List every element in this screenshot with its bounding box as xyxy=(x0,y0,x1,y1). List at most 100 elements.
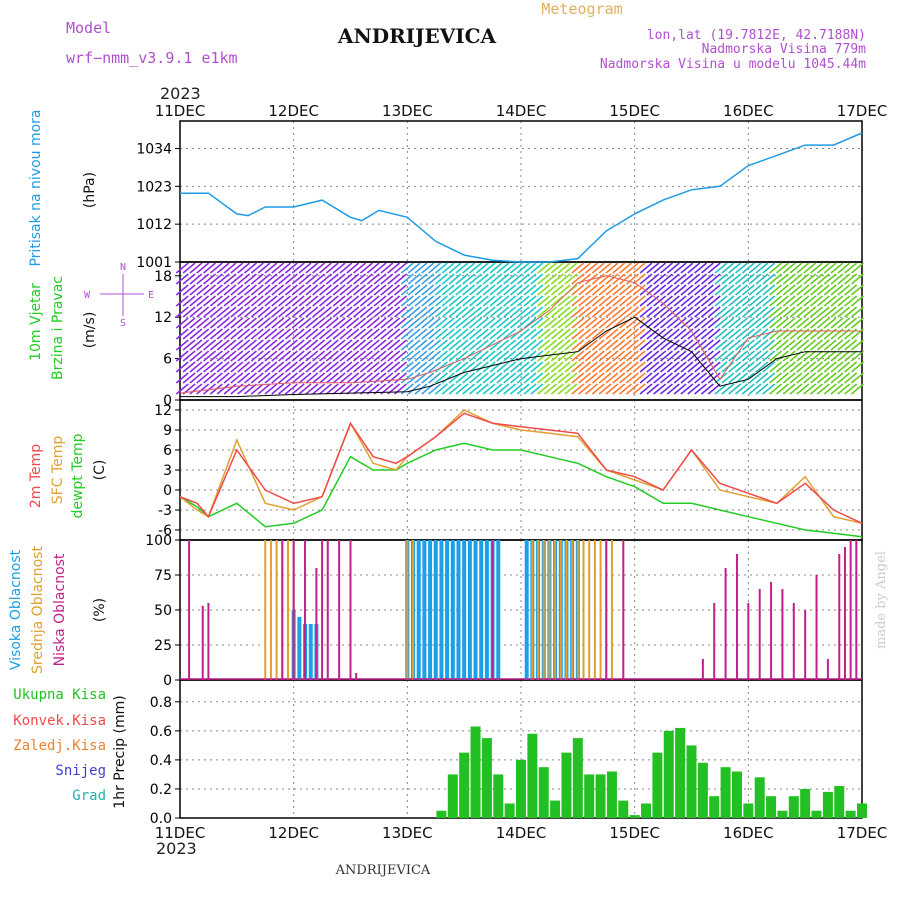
wind-barb xyxy=(230,273,244,285)
wind-barb xyxy=(537,306,551,318)
wind-barb xyxy=(728,383,742,395)
wind-barb xyxy=(387,306,401,318)
wind-barb xyxy=(462,273,476,285)
wind-barb xyxy=(400,372,414,384)
wind-barb xyxy=(496,328,510,340)
wind-barb xyxy=(680,361,694,373)
wind-barb xyxy=(182,273,196,285)
wind-barb xyxy=(489,262,503,274)
wind-barb xyxy=(687,295,701,307)
wind-barb xyxy=(353,317,367,329)
wind-barb xyxy=(632,262,646,274)
wind-barb xyxy=(537,284,551,296)
wind-barb xyxy=(714,273,728,285)
wind-barb xyxy=(394,350,408,362)
wind-barb xyxy=(557,273,571,285)
wind-barb xyxy=(673,306,687,318)
wind-barb xyxy=(639,306,653,318)
wind-barb xyxy=(557,383,571,395)
wind-barb xyxy=(530,273,544,285)
wind-barb xyxy=(271,328,285,340)
wind-barb xyxy=(612,328,626,340)
wind-barb xyxy=(359,328,373,340)
wind-barb xyxy=(264,350,278,362)
wind-barb xyxy=(209,328,223,340)
wind-barb xyxy=(700,306,714,318)
wind-barb xyxy=(564,317,578,329)
wind-barb xyxy=(516,317,530,329)
wind-barb xyxy=(359,284,373,296)
wind-barb xyxy=(721,328,735,340)
wind-barb xyxy=(735,284,749,296)
wind-barb xyxy=(537,262,551,274)
wind-barb xyxy=(550,262,564,274)
wind-barb xyxy=(537,383,551,395)
wind-barb xyxy=(400,295,414,307)
wind-barb xyxy=(434,295,448,307)
wind-barb xyxy=(243,284,257,296)
wind-barb xyxy=(666,317,680,329)
wind-barb xyxy=(632,350,646,362)
wind-barb xyxy=(653,284,667,296)
wind-barb xyxy=(196,262,210,274)
low-cloud-bar xyxy=(326,540,329,680)
wind-barb xyxy=(230,339,244,351)
wind-barb xyxy=(850,383,864,395)
wind-barb xyxy=(312,273,326,285)
wind-barb xyxy=(687,306,701,318)
wind-barb xyxy=(632,339,646,351)
wind-barb xyxy=(850,350,864,362)
wind-barb xyxy=(748,262,762,274)
wind-barb xyxy=(584,317,598,329)
wind-barb xyxy=(271,350,285,362)
wind-barb xyxy=(305,284,319,296)
wind-barb xyxy=(755,339,769,351)
wind-barb xyxy=(373,284,387,296)
wind-barb xyxy=(844,306,858,318)
wind-barb xyxy=(591,350,605,362)
wind-barb xyxy=(728,262,742,274)
y-tick-label: 1012 xyxy=(136,217,172,233)
wind-barb xyxy=(721,295,735,307)
wind-barb xyxy=(748,339,762,351)
wind-barb xyxy=(687,361,701,373)
wind-barb xyxy=(400,284,414,296)
wind-barb xyxy=(189,262,203,274)
wind-barb xyxy=(373,262,387,274)
wind-barb xyxy=(394,372,408,384)
mid-cloud-bar xyxy=(576,540,579,680)
wind-barb xyxy=(646,273,660,285)
wind-barb xyxy=(653,339,667,351)
wind-barb xyxy=(475,372,489,384)
wind-barb xyxy=(209,262,223,274)
wind-barb xyxy=(810,372,824,384)
wind-barb xyxy=(700,262,714,274)
y-tick-label: 18 xyxy=(154,269,172,285)
wind-barb xyxy=(243,383,257,395)
wind-barb xyxy=(850,339,864,351)
wind-barb xyxy=(318,317,333,329)
wind-barb xyxy=(332,361,346,373)
wind-barb xyxy=(789,317,803,329)
wind-barb xyxy=(530,383,544,395)
wind-barb xyxy=(584,361,598,373)
wind-ylabel-1: 10m Vjetar xyxy=(28,283,44,361)
wind-barb xyxy=(625,328,639,340)
wind-barb xyxy=(175,339,189,351)
wind-barb xyxy=(318,262,333,274)
wind-barb xyxy=(441,273,455,285)
high-cloud-bar xyxy=(496,540,501,680)
wind-barb xyxy=(653,361,667,373)
wind-barb xyxy=(837,339,851,351)
low-cloud-bar xyxy=(792,603,795,680)
wind-barb xyxy=(469,339,483,351)
wind-barb xyxy=(257,372,271,384)
wind-barb xyxy=(182,339,196,351)
wind-barb xyxy=(755,361,769,373)
wind-barb xyxy=(694,372,708,384)
wind-barb xyxy=(257,317,271,329)
wind-barb xyxy=(414,262,428,274)
precip-bar xyxy=(845,810,856,818)
wind-barb xyxy=(680,284,694,296)
wind-barb xyxy=(550,295,564,307)
